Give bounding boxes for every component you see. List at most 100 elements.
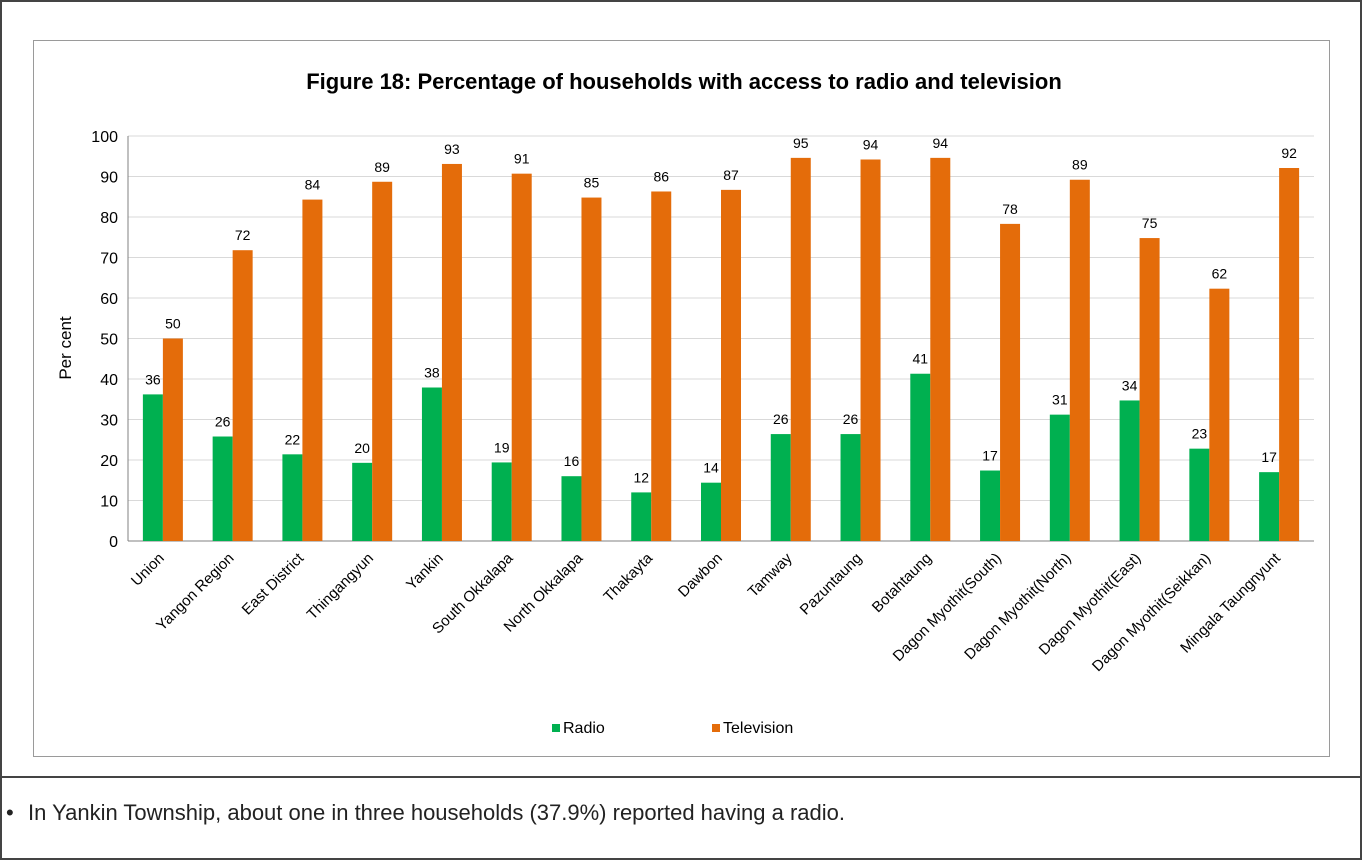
radio-value-label: 14	[703, 460, 719, 476]
legend-radio-label: Radio	[563, 720, 605, 737]
television-bar	[651, 191, 672, 542]
radio-value-label: 23	[1192, 426, 1208, 442]
bullet-icon: •	[6, 800, 14, 825]
data-labels: 36 50 26 72 22 84 20 89 38 93 19 91 16 85 12 86 14 87 26 95…	[145, 135, 1297, 486]
radio-value-label: 22	[285, 431, 301, 447]
radio-value-label: 20	[354, 440, 370, 456]
radio-value-label: 19	[494, 439, 510, 455]
television-bar	[511, 173, 532, 542]
bar-chart: Figure 18: Percentage of households with…	[56, 69, 1314, 737]
y-tick-label: 20	[100, 453, 118, 470]
x-tick-label: East District	[239, 549, 308, 618]
y-tick-label: 10	[100, 494, 118, 511]
y-tick-label: 60	[100, 291, 118, 308]
bars	[142, 157, 1300, 542]
legend-radio-swatch	[552, 724, 560, 732]
y-tick-label: 40	[100, 372, 118, 389]
television-value-label: 75	[1142, 215, 1158, 231]
television-value-label: 94	[933, 135, 949, 151]
radio-bar	[840, 434, 861, 541]
radio-value-label: 26	[843, 411, 859, 427]
note-text: • In Yankin Township, about one in three …	[6, 800, 845, 826]
radio-value-label: 12	[633, 469, 649, 485]
television-value-label: 87	[723, 167, 739, 183]
radio-value-label: 38	[424, 365, 440, 381]
television-bar	[1000, 223, 1021, 541]
television-bar	[860, 159, 881, 541]
radio-bar	[1189, 448, 1210, 541]
television-bar	[1209, 288, 1230, 541]
gridlines	[127, 135, 1314, 542]
television-bar	[1069, 179, 1090, 542]
y-tick-label: 50	[100, 332, 118, 349]
television-value-label: 78	[1002, 201, 1018, 217]
television-value-label: 85	[584, 175, 600, 191]
television-value-label: 95	[793, 135, 809, 151]
legend-television-swatch	[712, 724, 720, 732]
y-tick-label: 0	[109, 534, 118, 551]
radio-bar	[770, 434, 791, 541]
radio-value-label: 31	[1052, 392, 1068, 408]
y-tick-label: 70	[100, 251, 118, 268]
television-bar	[721, 189, 741, 542]
radio-bar	[421, 387, 442, 541]
y-axis-label: Per cent	[56, 316, 75, 380]
radio-bar	[910, 373, 931, 541]
television-bar	[1279, 167, 1300, 541]
x-tick-label: Pazuntaung	[797, 550, 866, 619]
radio-bar	[352, 462, 373, 541]
radio-value-label: 16	[564, 453, 580, 469]
radio-value-label: 26	[215, 414, 231, 430]
y-tick-label: 90	[100, 170, 118, 187]
y-axis-ticks: 0 10 20 30 40 50 60 70 80 90 100	[91, 129, 118, 551]
x-tick-label: Botahtaung	[869, 550, 935, 616]
x-tick-label: Tamway	[745, 549, 796, 600]
television-value-label: 84	[305, 177, 321, 193]
x-tick-label: Union	[128, 550, 168, 590]
television-value-label: 72	[235, 227, 251, 243]
television-value-label: 93	[444, 141, 460, 157]
television-bar	[232, 250, 253, 541]
chart-container: Figure 18: Percentage of households with…	[33, 40, 1330, 757]
radio-bar	[1259, 472, 1280, 541]
radio-bar	[142, 394, 163, 541]
television-value-label: 62	[1212, 266, 1228, 282]
radio-value-label: 17	[982, 448, 998, 464]
television-bar	[441, 163, 462, 541]
radio-bar	[212, 436, 233, 541]
x-tick-label: Thakayta	[600, 549, 656, 605]
x-tick-label: Dawbon	[675, 550, 726, 601]
television-value-label: 86	[653, 168, 669, 184]
television-bar	[372, 181, 393, 541]
radio-bar	[980, 470, 1001, 541]
radio-value-label: 41	[913, 351, 929, 367]
radio-bar	[282, 454, 303, 541]
television-value-label: 94	[863, 136, 879, 152]
radio-value-label: 17	[1261, 449, 1277, 465]
note-sentence: In Yankin Township, about one in three h…	[28, 800, 845, 825]
television-value-label: 50	[165, 316, 181, 332]
radio-value-label: 26	[773, 411, 789, 427]
legend: Radio Television	[552, 720, 793, 737]
radio-value-label: 36	[145, 371, 161, 387]
radio-value-label: 34	[1122, 377, 1138, 393]
radio-bar	[561, 476, 582, 541]
television-value-label: 89	[1072, 157, 1088, 173]
chart-title: Figure 18: Percentage of households with…	[306, 69, 1062, 94]
y-tick-label: 80	[100, 210, 118, 227]
legend-television-label: Television	[723, 720, 793, 737]
note-frame	[0, 776, 1362, 860]
radio-bar	[631, 492, 652, 541]
radio-bar	[701, 482, 721, 541]
television-bar	[1139, 238, 1160, 541]
y-tick-label: 30	[100, 413, 118, 430]
television-bar	[790, 157, 811, 541]
television-value-label: 91	[514, 151, 530, 167]
figure-frame	[0, 0, 1362, 776]
television-bar	[302, 199, 323, 541]
radio-bar	[1119, 400, 1140, 541]
radio-bar	[1049, 414, 1070, 541]
x-tick-label: Dagon Myothit(Seikkan)	[1089, 550, 1214, 675]
x-tick-label: Thingangyun	[304, 550, 377, 623]
